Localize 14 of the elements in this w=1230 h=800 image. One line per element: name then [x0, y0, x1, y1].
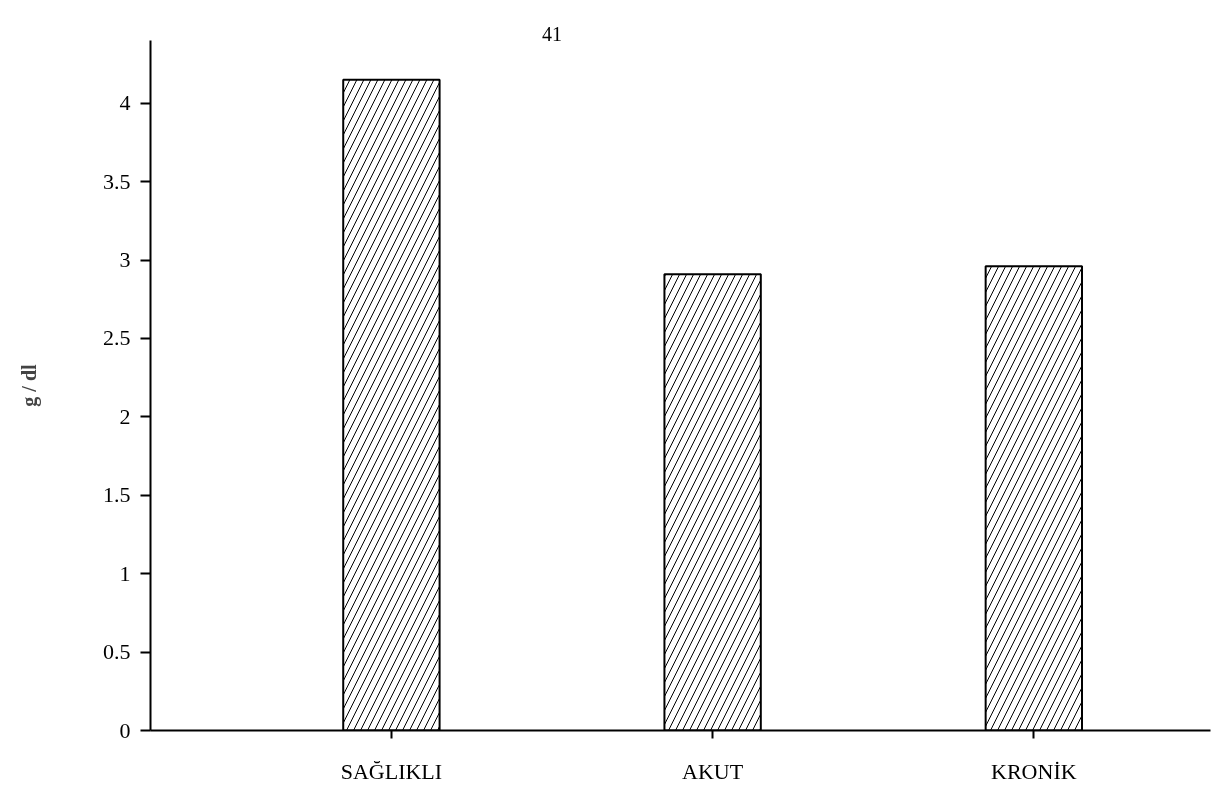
y-tick-label: 3	[119, 247, 131, 273]
y-tick-label: 2	[119, 403, 131, 429]
annotation: 41	[542, 22, 563, 45]
y-tick-label: 2.5	[103, 325, 131, 351]
y-tick-label: 1.5	[103, 482, 131, 508]
x-tick-label: AKUT	[682, 758, 744, 784]
y-tick-label: 0	[119, 717, 131, 743]
x-tick-label: KRONİK	[991, 758, 1077, 784]
y-tick-label: 1	[119, 560, 131, 586]
y-tick-label: 0.5	[103, 639, 131, 665]
y-tick-label: 3.5	[103, 168, 131, 194]
y-tick-label: 4	[119, 90, 131, 116]
y-axis-title: g / dl	[18, 363, 41, 407]
x-tick-label: SAĞLIKLI	[340, 758, 443, 784]
